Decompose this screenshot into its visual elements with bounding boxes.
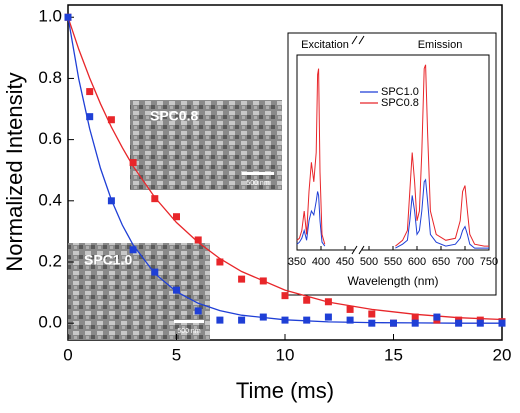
data-point	[368, 319, 376, 327]
x-tick-label: 450	[336, 256, 354, 268]
spectrum-line	[296, 178, 489, 249]
axis-break	[351, 35, 365, 45]
y-tick-label: 1.0	[38, 7, 62, 26]
data-point	[194, 236, 202, 244]
data-point	[216, 316, 224, 324]
x-tick-label: 550	[384, 256, 402, 268]
x-tick-label: 10	[276, 345, 295, 364]
data-point	[281, 292, 289, 300]
x-tick-label: 600	[408, 256, 426, 268]
sem-image: SPC0.8 500 nm	[130, 100, 282, 190]
fit-line	[67, 16, 503, 321]
x-tick-label: 400	[312, 256, 330, 268]
data-point	[238, 275, 246, 283]
y-tick-label: 0.2	[38, 251, 62, 270]
x-tick-label: 500	[360, 256, 378, 268]
axis-break	[354, 244, 362, 256]
data-point	[238, 316, 246, 324]
x-tick-label: 20	[493, 345, 512, 364]
axis-break	[351, 245, 365, 255]
image-label: SPC0.8	[150, 108, 198, 124]
y-tick-label: 0.4	[38, 190, 62, 209]
data-point	[129, 246, 137, 254]
image-label: SPC1.0	[84, 252, 132, 268]
inset-frame	[287, 32, 497, 296]
x-tick-label: 650	[432, 256, 450, 268]
data-point	[411, 319, 419, 327]
x-tick-label: 15	[384, 345, 403, 364]
x-tick-label: 5	[172, 345, 181, 364]
data-point	[107, 197, 115, 205]
data-point	[498, 319, 506, 327]
data-point	[346, 316, 354, 324]
data-point	[476, 319, 484, 327]
y-axis-label: Normalized Intensity	[2, 72, 27, 271]
annotation: Excitation	[301, 39, 349, 51]
data-point	[303, 316, 311, 324]
inset-x-axis-label: Wavelength (nm)	[348, 274, 439, 288]
data-point	[129, 159, 137, 167]
x-tick-label: 350	[288, 256, 306, 268]
data-point	[324, 298, 332, 306]
scale-label: 500 nm	[246, 180, 270, 187]
axis-break	[354, 34, 362, 46]
data-point	[259, 277, 267, 285]
x-tick-label: 750	[480, 256, 498, 268]
data-point	[346, 305, 354, 313]
fit-line	[67, 17, 502, 324]
data-point	[281, 316, 289, 324]
data-point	[259, 313, 267, 321]
data-point	[64, 13, 72, 21]
annotation: Emission	[418, 39, 463, 51]
data-point	[151, 268, 159, 276]
data-point	[107, 116, 115, 124]
x-tick-label: 0	[63, 345, 72, 364]
data-point	[216, 258, 224, 266]
scale-label: 500 nm	[177, 328, 201, 335]
data-point	[324, 313, 332, 321]
data-point	[455, 319, 463, 327]
sem-image: SPC1.0 500 nm	[68, 243, 210, 340]
data-point	[86, 113, 94, 121]
legend-label: SPC0.8	[381, 97, 419, 109]
data-point	[303, 296, 311, 304]
data-point	[151, 195, 159, 203]
data-point	[433, 313, 441, 321]
data-point	[173, 213, 180, 221]
y-tick-label: 0.6	[38, 129, 62, 148]
x-tick-label: 700	[456, 256, 474, 268]
data-point	[390, 319, 397, 327]
data-point	[411, 313, 419, 321]
spectrum-line	[296, 64, 489, 247]
data-point	[194, 307, 202, 315]
data-point	[368, 310, 376, 318]
data-point	[173, 286, 180, 294]
y-tick-label: 0.0	[38, 313, 62, 332]
legend-label: SPC1.0	[381, 86, 419, 98]
data-point	[86, 88, 94, 96]
x-axis-label: Time (ms)	[236, 378, 334, 403]
y-tick-label: 0.8	[38, 68, 62, 87]
